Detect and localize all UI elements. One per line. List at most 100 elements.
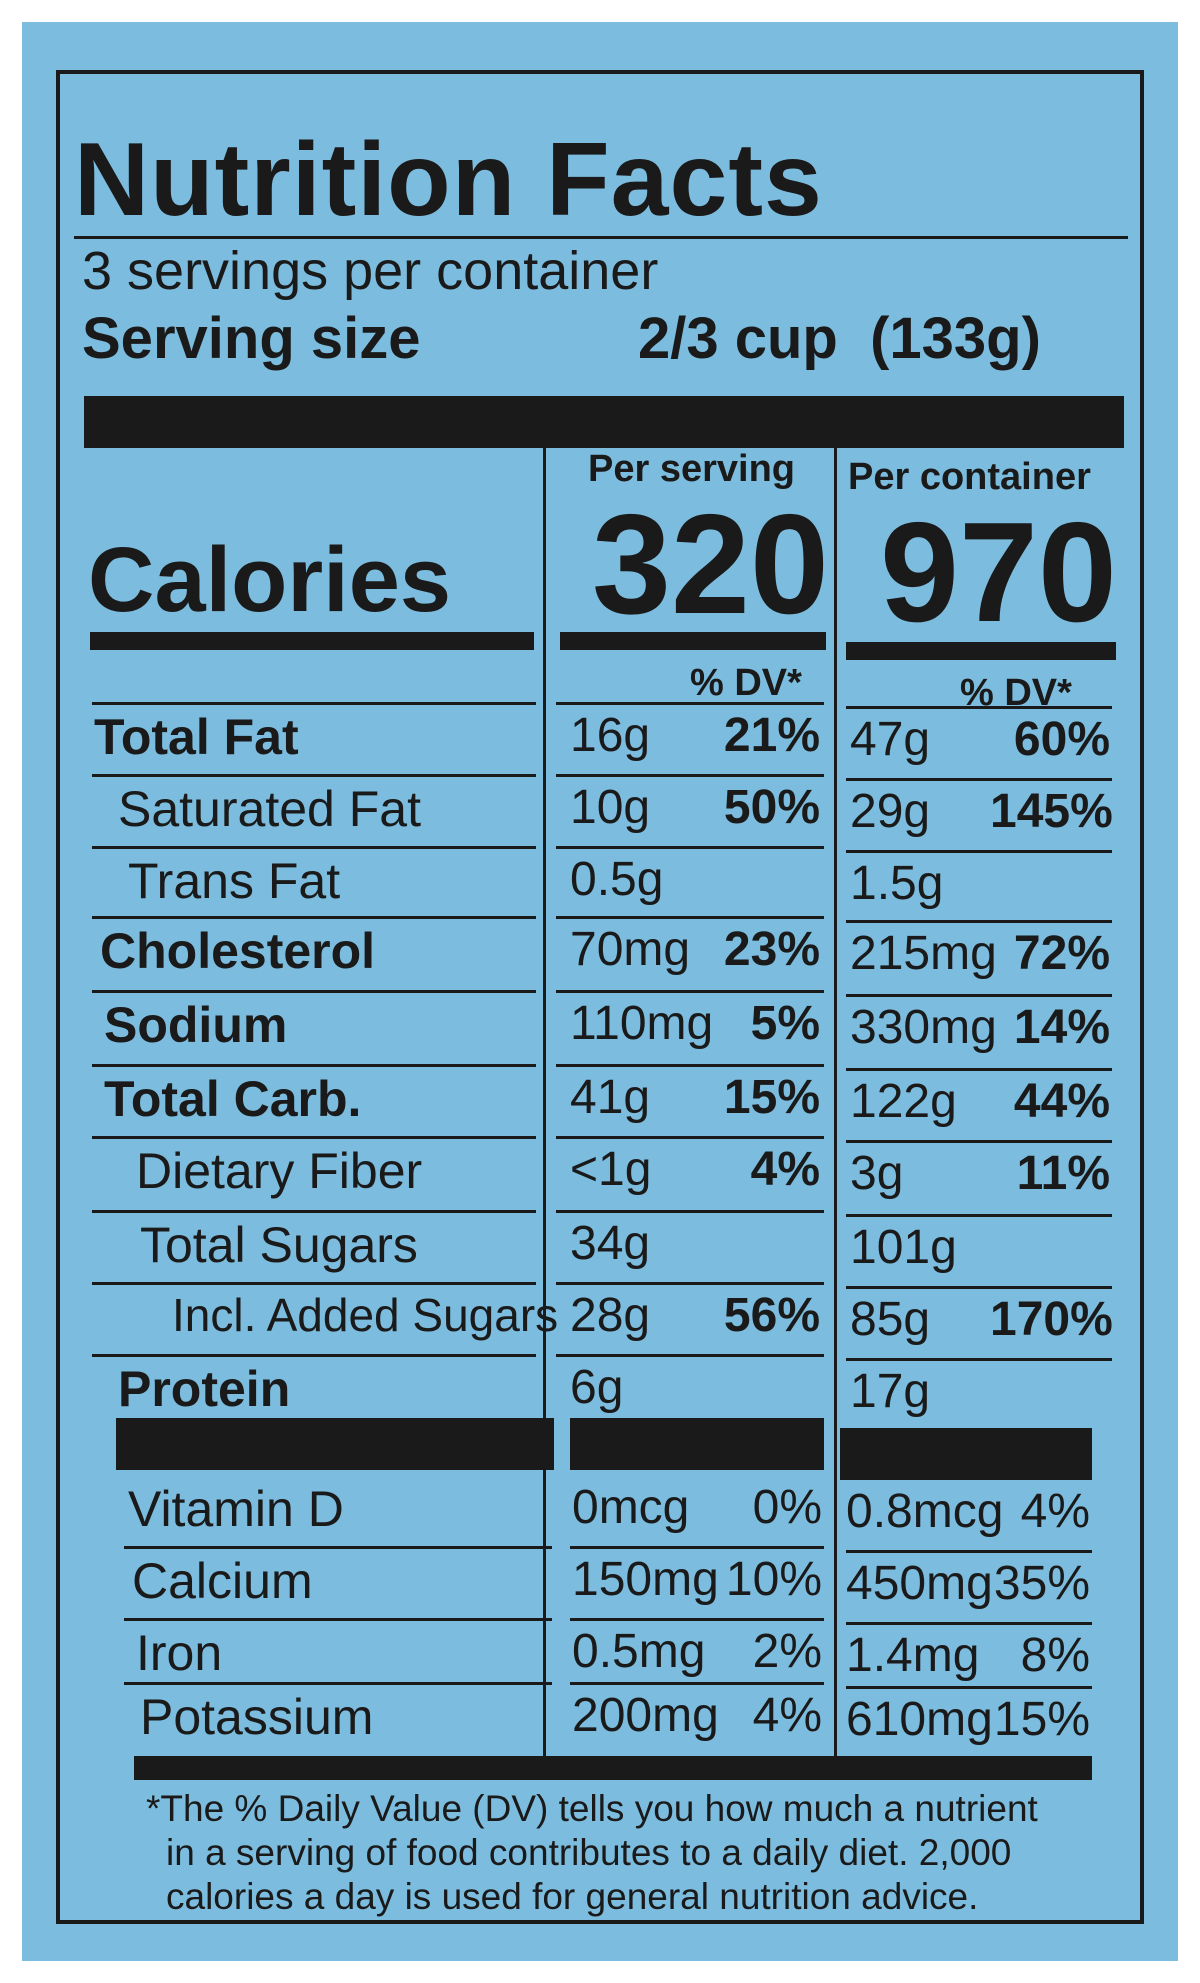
row-rule	[846, 778, 1112, 781]
calories-per-container: 970	[880, 493, 1117, 652]
row-rule	[846, 920, 1112, 923]
nutrient-name: Cholesterol	[100, 923, 376, 979]
nutrition-facts-panel	[56, 70, 1144, 1924]
row-rule	[92, 1354, 536, 1357]
container-amount: 47g	[850, 713, 931, 766]
row-rule	[846, 850, 1112, 853]
row-rule	[556, 990, 824, 993]
vitamin-name: Potassium	[140, 1689, 374, 1745]
vitamin-section-bar	[116, 1418, 554, 1470]
container-dv: 35%	[993, 1557, 1090, 1610]
container-dv: 11%	[1016, 1147, 1110, 1200]
row-rule	[846, 1358, 1112, 1361]
vitamin-name: Calcium	[132, 1553, 313, 1609]
serving-dv: 15%	[723, 1071, 820, 1124]
nutrient-name: Total Carb.	[104, 1071, 362, 1127]
vitamin-section-bar	[570, 1418, 824, 1470]
panel-title: Nutrition Facts	[74, 122, 823, 238]
container-amount: 450mg	[846, 1557, 993, 1610]
container-amount: 3g	[850, 1147, 904, 1200]
container-dv: 14%	[1013, 1001, 1110, 1054]
serving-amount: 41g	[570, 1071, 651, 1124]
row-rule	[92, 1282, 536, 1285]
container-amount: 122g	[850, 1075, 957, 1128]
container-dv: 44%	[1013, 1075, 1110, 1128]
row-rule	[846, 1622, 1092, 1625]
serving-amount: 0mcg	[572, 1481, 690, 1534]
calories-per-serving: 320	[592, 485, 829, 644]
row-rule	[556, 1136, 824, 1139]
row-rule	[92, 916, 536, 919]
row-rule	[124, 1618, 552, 1621]
row-rule	[846, 994, 1112, 997]
calories-rule-container	[846, 642, 1116, 660]
serving-amount: 28g	[570, 1289, 651, 1342]
row-rule	[556, 1210, 824, 1213]
nutrient-name: Incl. Added Sugars	[172, 1289, 559, 1341]
nutrient-name: Total Sugars	[140, 1217, 418, 1273]
footnote-line-2: in a serving of food contributes to a da…	[166, 1832, 1012, 1873]
row-rule	[846, 706, 1112, 709]
serving-dv: 5%	[750, 997, 820, 1050]
row-rule	[570, 1682, 824, 1685]
footnote-line-3: calories a day is used for general nutri…	[166, 1876, 979, 1917]
dv-header-serving: % DV*	[690, 662, 802, 704]
nutrient-name: Sodium	[104, 997, 288, 1053]
row-rule	[556, 774, 824, 777]
row-rule	[556, 916, 824, 919]
row-rule	[92, 846, 536, 849]
nutrient-name: Saturated Fat	[118, 781, 421, 837]
row-rule	[846, 1214, 1112, 1217]
row-rule	[846, 1068, 1112, 1071]
serving-dv: 0%	[752, 1481, 822, 1534]
serving-amount: 110mg	[570, 997, 714, 1050]
row-rule	[570, 1546, 824, 1549]
calories-rule-left	[90, 632, 534, 650]
row-rule	[556, 846, 824, 849]
serving-amount: 0.5g	[570, 853, 664, 906]
container-amount: 330mg	[850, 1001, 997, 1054]
row-rule	[556, 702, 824, 705]
row-rule	[846, 1550, 1092, 1553]
row-rule	[556, 1064, 824, 1067]
row-rule	[92, 1136, 536, 1139]
serving-dv: 50%	[723, 781, 820, 834]
row-rule	[92, 1064, 536, 1067]
title-rule	[74, 236, 1128, 239]
serving-dv: 23%	[723, 923, 820, 976]
calories-label: Calories	[88, 529, 452, 631]
per-serving-header: Per serving	[588, 448, 795, 490]
column-divider-serving	[543, 448, 546, 1760]
row-rule	[846, 1286, 1112, 1289]
serving-size-value: 2/3 cup (133g)	[638, 306, 1041, 371]
column-divider-container	[834, 448, 837, 1760]
container-dv: 4%	[1020, 1485, 1090, 1538]
container-amount: 1.5g	[850, 857, 944, 910]
container-dv: 145%	[990, 785, 1113, 838]
nutrient-name: Total Fat	[94, 709, 299, 765]
serving-dv: 56%	[723, 1289, 820, 1342]
serving-amount: 200mg	[572, 1689, 719, 1742]
row-rule	[556, 1354, 824, 1357]
row-rule	[570, 1618, 824, 1621]
serving-amount: 0.5mg	[572, 1625, 706, 1678]
vitamin-name: Iron	[136, 1625, 223, 1681]
container-amount: 85g	[850, 1293, 931, 1346]
row-rule	[124, 1546, 552, 1549]
serving-amount: 70mg	[570, 923, 691, 976]
serving-amount: <1g	[570, 1143, 652, 1196]
thick-divider	[84, 396, 1124, 448]
serving-amount: 16g	[570, 709, 651, 762]
container-amount: 610mg	[846, 1693, 993, 1746]
serving-size-label: Serving size	[82, 306, 421, 371]
row-rule	[92, 990, 536, 993]
per-container-header: Per container	[848, 456, 1091, 498]
serving-amount: 150mg	[572, 1553, 719, 1606]
container-amount: 17g	[850, 1365, 931, 1418]
footnote-line-1: *The % Daily Value (DV) tells you how mu…	[146, 1788, 1038, 1829]
calories-rule-serving	[560, 632, 826, 650]
serving-dv: 4%	[752, 1689, 822, 1742]
row-rule	[846, 1140, 1112, 1143]
serving-dv: 21%	[723, 709, 820, 762]
container-dv: 8%	[1020, 1629, 1090, 1682]
